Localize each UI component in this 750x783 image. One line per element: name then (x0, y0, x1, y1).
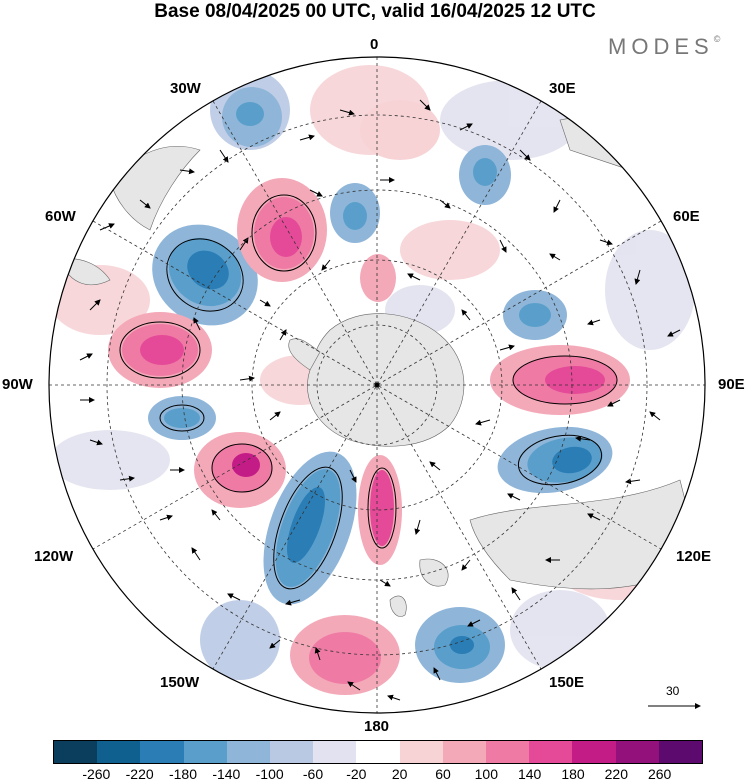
colorbar-segment (313, 741, 357, 763)
lon-label-0: 0 (370, 36, 379, 53)
colorbar-tick-label: 220 (604, 766, 629, 782)
lon-label-60w: 60W (45, 208, 76, 225)
colorbar-tick-label: -100 (255, 766, 284, 782)
colorbar-segment (140, 741, 184, 763)
lon-label-120e: 120E (676, 548, 712, 565)
reference-vector-label: 30 (666, 684, 680, 698)
lon-label-150w: 150W (160, 674, 200, 691)
brand-mark: © (713, 34, 721, 44)
colorbar-segment (572, 741, 616, 763)
colorbar-segment (615, 741, 659, 763)
colorbar-segment (226, 741, 271, 763)
lon-label-150e: 150E (549, 674, 585, 691)
colorbar-tick-label: -20 (346, 766, 367, 782)
map-title: Base 08/04/2025 00 UTC, valid 16/04/2025… (154, 1, 596, 22)
wind-vectors (79, 99, 681, 701)
colorbar-tick-label: -220 (125, 766, 154, 782)
brand-name: MODES (608, 34, 714, 59)
colorbar-segment (54, 741, 98, 763)
lon-label-30e: 30E (549, 80, 576, 97)
colorbar-tick-label: 100 (474, 766, 499, 782)
lon-label-120w: 120W (34, 548, 74, 565)
colorbar-tick-label: 20 (391, 766, 408, 782)
map-boundary (48, 56, 706, 714)
colorbar-tick-label: -60 (302, 766, 324, 782)
brand-logo: MODES© (608, 34, 720, 60)
colorbar (53, 740, 703, 764)
lon-label-90e: 90E (718, 376, 745, 393)
colorbar-tick-label: 140 (517, 766, 542, 782)
colorbar-segment (658, 741, 703, 763)
colorbar-segment (97, 741, 141, 763)
colorbar-tick-label: -180 (168, 766, 198, 782)
anomaly-lobes (108, 87, 630, 695)
colorbar-segment (356, 741, 400, 763)
colorbar-segment (270, 741, 314, 763)
colorbar-segment (442, 741, 487, 763)
colorbar-segment (183, 741, 227, 763)
colorbar-segment (529, 741, 573, 763)
colorbar-segment (486, 741, 530, 763)
colorbar-tick-label: 180 (561, 766, 585, 782)
lon-label-90w: 90W (2, 376, 33, 393)
contour-lines (119, 194, 618, 590)
colorbar-segment (399, 741, 443, 763)
lon-label-30w: 30W (170, 80, 201, 97)
polar-map (48, 56, 706, 714)
lon-label-60e: 60E (673, 208, 700, 225)
colorbar-tick-label: 60 (435, 766, 451, 782)
colorbar-tick-label: -260 (82, 766, 111, 782)
colorbar-tick-label: 260 (647, 766, 672, 782)
lon-label-180: 180 (364, 718, 390, 735)
colorbar-tick-label: -140 (212, 766, 241, 782)
graticule (49, 57, 705, 713)
